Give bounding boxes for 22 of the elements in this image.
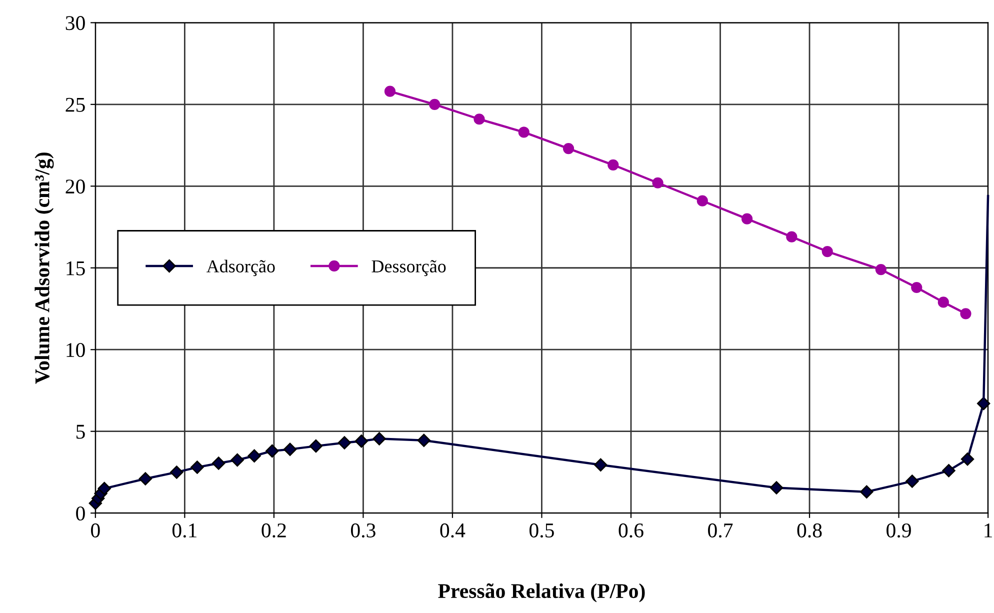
y-axis-title: Volume Adsorvido (cm³/g) [34,152,54,384]
legend-label: Dessorção [372,260,446,276]
y-tick-label: 15 [66,261,85,276]
y-tick-label: 5 [76,424,85,439]
x-tick-label: 0.3 [350,523,376,538]
y-tick-label: 25 [66,98,85,112]
y-tick-label: 30 [66,16,85,30]
y-tick-label: 10 [66,342,85,358]
x-tick-label: 0.9 [886,523,911,538]
x-tick-label: 0 [91,523,100,538]
y-tick-label: 0 [76,506,85,521]
y-tick-label: 20 [66,180,85,194]
legend-label: Adsorção [206,260,275,276]
x-tick-label: 0.7 [708,523,733,538]
x-tick-label: 0.5 [530,523,554,538]
x-tick-label: 1 [984,524,992,538]
x-tick-label: 0.8 [797,523,822,538]
x-tick-label: 0.1 [172,523,196,538]
x-tick-label: 0.6 [618,523,644,538]
x-axis-title: Pressão Relativa (P/Po) [438,583,645,602]
x-tick-label: 0.4 [440,523,466,538]
x-tick-label: 0.2 [262,523,286,538]
